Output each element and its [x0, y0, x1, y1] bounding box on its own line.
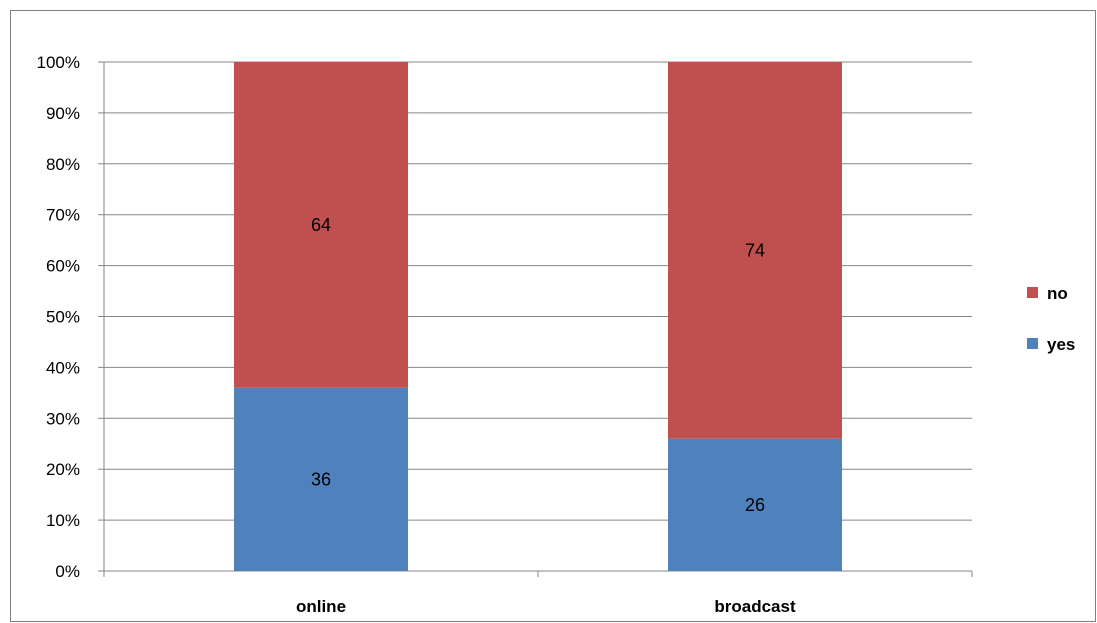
y-tick-label: 70% — [46, 206, 80, 225]
x-category-label: online — [296, 597, 346, 616]
data-label-yes-online: 36 — [311, 469, 331, 489]
y-tick-label: 0% — [55, 562, 80, 581]
legend-swatch-yes — [1027, 338, 1038, 349]
legend-label-yes: yes — [1047, 335, 1075, 354]
legend-swatch-no — [1027, 287, 1038, 298]
bar-yes-broadcast — [668, 438, 842, 571]
x-category-label: broadcast — [714, 597, 796, 616]
bar-yes-online — [234, 387, 408, 571]
bar-no-online — [234, 62, 408, 388]
data-label-no-online: 64 — [311, 215, 331, 235]
data-label-yes-broadcast: 26 — [745, 495, 765, 515]
y-tick-label: 30% — [46, 409, 80, 428]
y-tick-label: 80% — [46, 155, 80, 174]
y-tick-label: 20% — [46, 460, 80, 479]
y-tick-label: 50% — [46, 308, 80, 327]
y-tick-label: 10% — [46, 511, 80, 530]
bar-no-broadcast — [668, 62, 842, 439]
y-tick-label: 90% — [46, 104, 80, 123]
y-tick-label: 40% — [46, 358, 80, 377]
y-tick-label: 60% — [46, 257, 80, 276]
data-label-no-broadcast: 74 — [745, 240, 765, 260]
legend-label-no: no — [1047, 284, 1068, 303]
y-tick-label: 100% — [37, 53, 80, 72]
